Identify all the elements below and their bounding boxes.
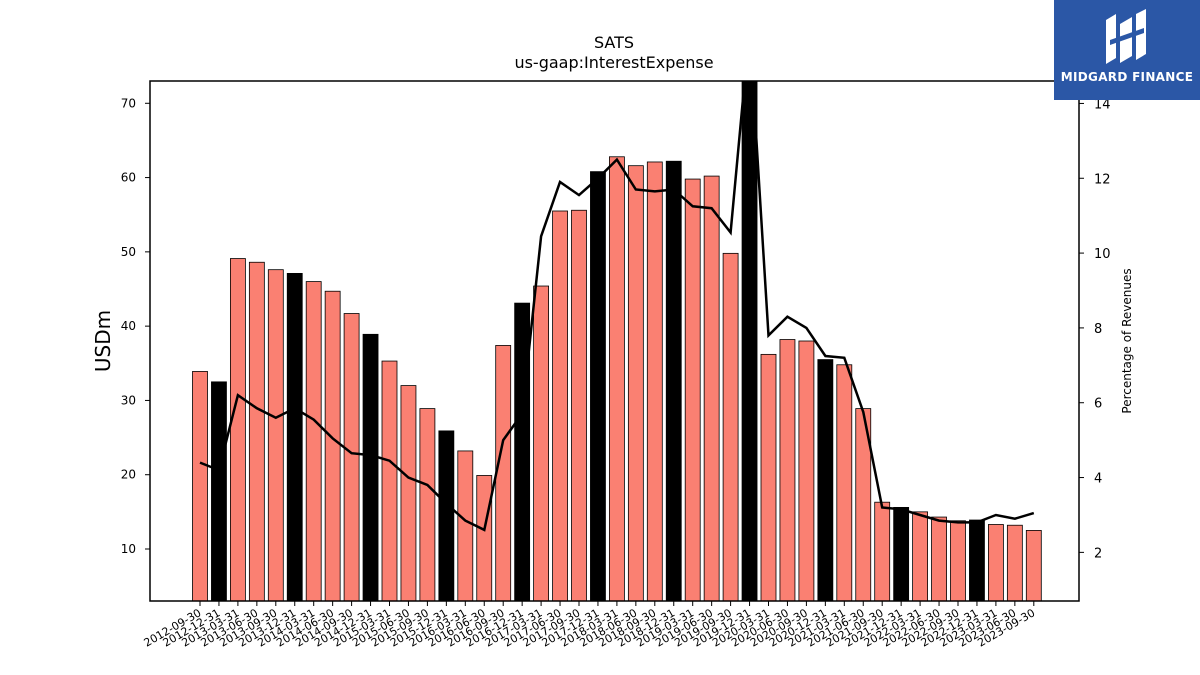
y2-tick-label: 10 [1094,247,1111,262]
y-axis-left: 10 20 30 40 50 60 70 [121,96,150,556]
bar [533,285,549,602]
brand-logo: MIDGARD FINANCE [1054,0,1200,100]
bar [514,302,531,602]
y-axis-right: 2 4 6 8 10 12 14 [1079,97,1111,561]
bar [267,269,284,602]
bar [817,359,834,602]
bar [1006,524,1023,602]
bar [552,210,568,602]
bar [286,272,303,602]
bar [419,408,436,602]
chart-title: SATS [594,33,634,52]
y-tick-label: 20 [121,468,136,482]
bar [798,340,815,602]
y-tick-label: 60 [121,171,136,185]
bar [305,281,322,602]
y-axis-label: USDm [91,310,115,372]
bar [248,261,265,602]
bar [229,258,246,602]
y-tick-label: 30 [121,393,136,407]
bar [931,516,947,602]
y-tick-label: 50 [121,245,136,259]
bar [495,345,512,602]
bar [211,381,227,602]
bar [571,209,587,602]
bar [893,506,910,602]
bar [192,371,208,602]
bar [741,80,758,602]
bar [969,519,985,602]
bar [703,175,720,602]
bar [400,385,417,602]
bar [381,360,398,602]
bar [609,156,625,602]
bar [912,511,928,602]
bar [590,171,606,602]
logo-mark-icon [1106,9,1146,64]
bar [836,364,853,602]
y2-axis-label: Percentage of Revenues [1120,268,1134,413]
logo-text: MIDGARD FINANCE [1060,70,1194,84]
x-axis: 2012-09-302012-12-312013-03-312013-06-30… [142,601,1037,650]
bar [476,475,493,602]
bar [684,178,701,602]
y2-tick-label: 14 [1094,97,1111,112]
bar [950,520,966,602]
y2-tick-label: 6 [1094,397,1102,412]
bar [779,339,796,602]
bar [722,252,739,602]
line-path [199,81,1035,532]
bar [988,524,1004,602]
bar [646,161,663,602]
y2-tick-label: 4 [1094,472,1102,487]
bar [362,333,379,602]
bar [1025,530,1042,602]
bar [438,430,455,602]
bar [627,165,644,602]
y2-tick-label: 2 [1094,546,1102,561]
bar [324,290,341,602]
bar-series [192,80,1042,602]
y-tick-label: 40 [121,319,136,333]
plot-frame [149,80,1080,602]
chart-subtitle: us-gaap:InterestExpense [514,53,713,72]
y2-tick-label: 8 [1094,322,1102,337]
bar [665,160,682,602]
bar [874,501,891,602]
bar [457,450,474,602]
line-series [199,81,1035,532]
bar [760,353,777,602]
y2-tick-label: 12 [1094,172,1111,187]
y-tick-label: 70 [121,96,136,110]
y-tick-label: 10 [121,542,136,556]
bar [343,313,360,602]
